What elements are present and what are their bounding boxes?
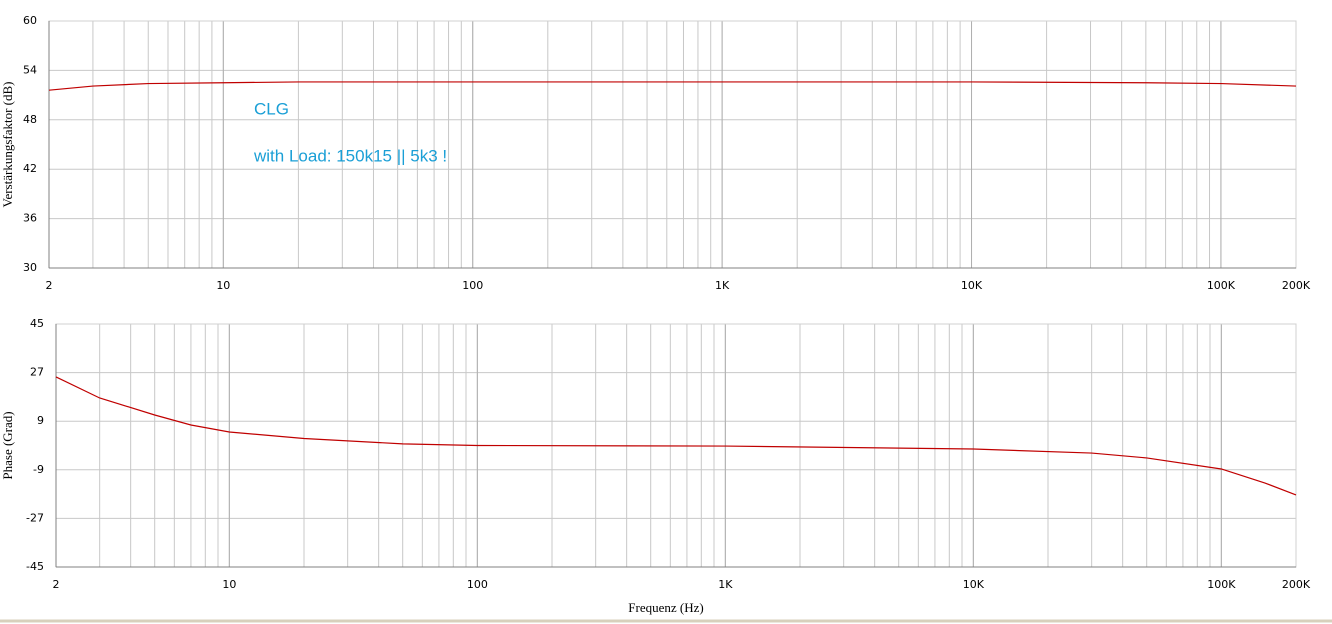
x-tick-label: 2 (53, 578, 60, 591)
y-axis-title: Phase (Grad) (0, 411, 15, 479)
y-tick-label: 45 (30, 317, 44, 330)
series-line (48, 81, 1297, 91)
x-tick-label: 100K (1207, 578, 1236, 591)
x-tick-label: 100 (462, 279, 483, 292)
series-line (55, 376, 1297, 496)
annotation: CLG (254, 99, 289, 118)
y-tick-label: 60 (23, 14, 37, 27)
y-tick-label: 9 (37, 414, 44, 427)
y-tick-label: -9 (33, 463, 44, 476)
y-tick-label: 42 (23, 162, 37, 175)
x-axis-title: Frequenz (Hz) (628, 600, 703, 615)
x-tick-label: 100K (1207, 279, 1236, 292)
x-tick-label: 100 (467, 578, 488, 591)
y-tick-label: -27 (26, 511, 44, 524)
y-tick-label: -45 (26, 560, 44, 573)
y-tick-label: 30 (23, 261, 37, 274)
x-tick-label: 2 (46, 279, 53, 292)
annotation: with Load: 150k15 || 5k3 ! (253, 146, 447, 165)
x-tick-label: 1K (718, 578, 733, 591)
y-tick-label: 48 (23, 113, 37, 126)
x-tick-label: 200K (1282, 279, 1311, 292)
x-tick-label: 1K (715, 279, 730, 292)
x-tick-label: 200K (1282, 578, 1311, 591)
y-tick-label: 36 (23, 212, 37, 225)
x-tick-label: 10K (963, 578, 985, 591)
y-tick-label: 27 (30, 366, 44, 379)
x-tick-label: 10K (961, 279, 983, 292)
y-tick-label: 54 (23, 63, 37, 76)
x-tick-label: 10 (216, 279, 230, 292)
y-axis-title: Verstärkungsfaktor (dB) (0, 82, 15, 208)
x-tick-label: 10 (222, 578, 236, 591)
